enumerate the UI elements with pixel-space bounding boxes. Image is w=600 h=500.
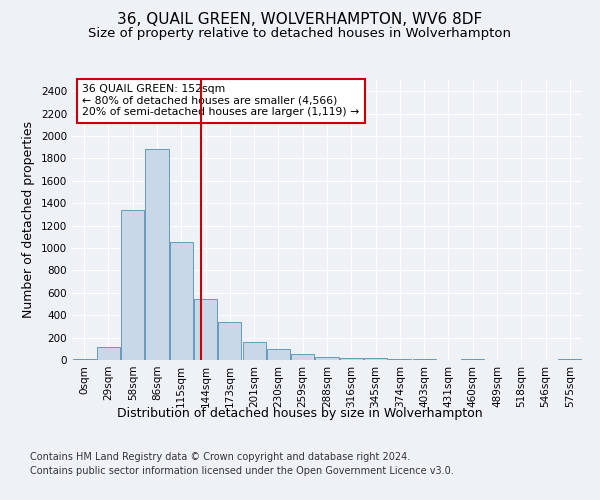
Bar [73, 359, 95, 360]
Text: Size of property relative to detached houses in Wolverhampton: Size of property relative to detached ho… [89, 28, 511, 40]
Bar [218, 322, 241, 360]
Bar [267, 349, 290, 360]
Bar [170, 242, 193, 360]
Y-axis label: Number of detached properties: Number of detached properties [22, 122, 35, 318]
Bar [316, 356, 338, 360]
Bar [364, 358, 387, 360]
Text: Distribution of detached houses by size in Wolverhampton: Distribution of detached houses by size … [117, 408, 483, 420]
Bar [340, 358, 363, 360]
Text: 36, QUAIL GREEN, WOLVERHAMPTON, WV6 8DF: 36, QUAIL GREEN, WOLVERHAMPTON, WV6 8DF [118, 12, 482, 28]
Text: Contains public sector information licensed under the Open Government Licence v3: Contains public sector information licen… [30, 466, 454, 476]
Bar [194, 299, 217, 360]
Bar [121, 210, 144, 360]
Bar [388, 359, 412, 360]
Text: 36 QUAIL GREEN: 152sqm
← 80% of detached houses are smaller (4,566)
20% of semi-: 36 QUAIL GREEN: 152sqm ← 80% of detached… [82, 84, 359, 117]
Bar [242, 342, 266, 360]
Bar [291, 354, 314, 360]
Text: Contains HM Land Registry data © Crown copyright and database right 2024.: Contains HM Land Registry data © Crown c… [30, 452, 410, 462]
Bar [145, 150, 169, 360]
Bar [97, 346, 120, 360]
